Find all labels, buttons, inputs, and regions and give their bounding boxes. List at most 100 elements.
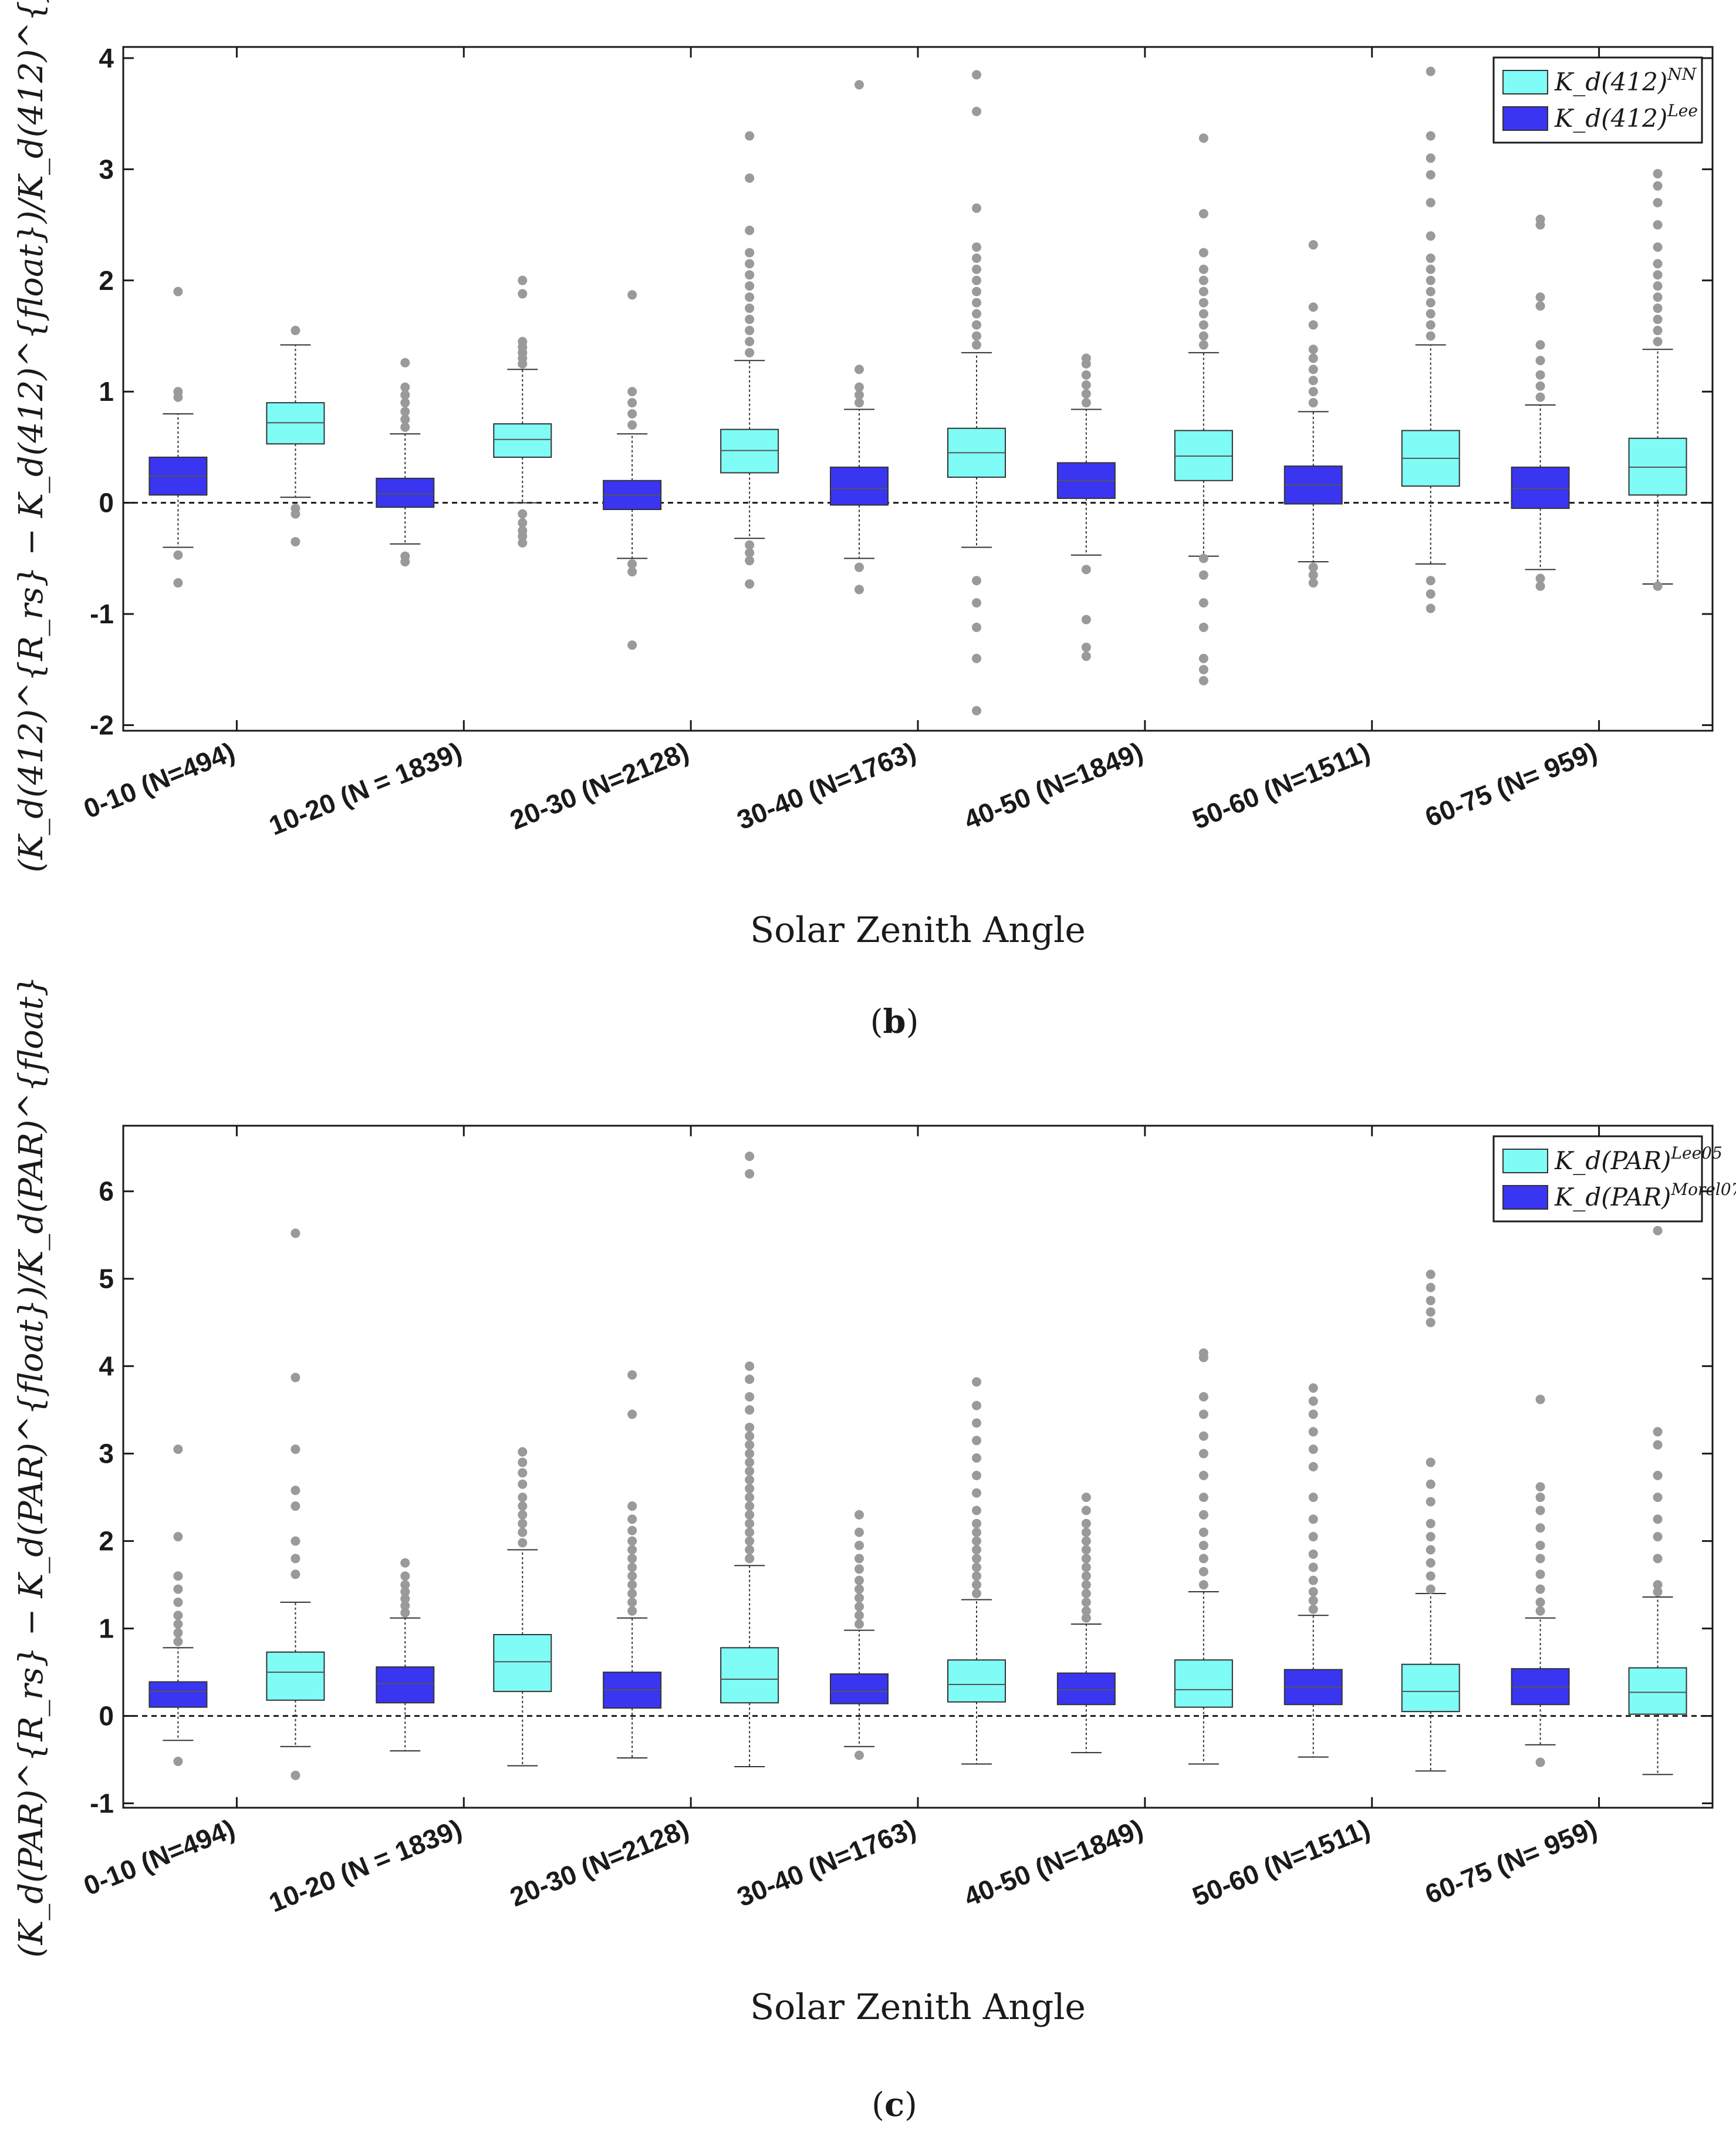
box-lee05 [266, 1228, 325, 1780]
outlier-point [291, 1770, 300, 1780]
x-category-label: 30-40 (N=1763) [732, 1813, 920, 1912]
outlier-point [627, 409, 637, 419]
outlier-point [1535, 1541, 1545, 1551]
legend-swatch [1502, 1185, 1548, 1210]
outlier-point [1426, 309, 1436, 319]
outlier-point [400, 1608, 410, 1618]
outlier-point [173, 1584, 183, 1594]
outlier-point [1081, 651, 1091, 661]
outlier-point [400, 1587, 410, 1597]
outlier-point [745, 1527, 755, 1537]
outlier-point [1535, 381, 1545, 391]
legend-swatch [1502, 106, 1548, 131]
outlier-point [1426, 170, 1436, 180]
y-axis-label: (K_d(PAR)^{R_rs} − K_d(PAR)^{float})/K_d… [12, 976, 50, 1958]
outlier-point [1308, 398, 1318, 408]
outlier-point [1535, 581, 1545, 591]
outlier-point [627, 640, 637, 650]
outlier-point [745, 1554, 755, 1564]
outlier-point [1653, 198, 1663, 208]
outlier-point [1653, 581, 1663, 591]
outlier-point [1308, 1396, 1318, 1406]
outlier-point [1653, 242, 1663, 252]
outlier-point [518, 289, 528, 299]
outlier-point [400, 1558, 410, 1568]
outlier-point [627, 1554, 637, 1564]
outlier-point [173, 578, 183, 588]
outlier-point [400, 557, 410, 567]
outlier-point [1426, 1307, 1436, 1317]
outlier-point [400, 1580, 410, 1590]
outlier-point [291, 1228, 300, 1238]
outlier-point [1653, 220, 1663, 230]
outlier-point [972, 1418, 981, 1428]
outlier-point [745, 1493, 755, 1503]
outlier-point [1535, 1584, 1545, 1594]
outlier-point [1198, 622, 1208, 632]
outlier-point [972, 1571, 981, 1581]
outlier-point [1308, 364, 1318, 374]
outlier-point [1081, 1571, 1091, 1581]
outlier-point [1081, 1580, 1091, 1590]
outlier-point [745, 259, 755, 269]
outlier-point [1081, 370, 1091, 380]
outlier-point [627, 1525, 637, 1535]
legend-label: K_d(PAR)Morel07 [1554, 1180, 1736, 1211]
iqr-box [493, 423, 552, 458]
outlier-point [745, 1457, 755, 1467]
outlier-point [518, 1493, 528, 1503]
outlier-point [1653, 1587, 1663, 1597]
outlier-point [400, 382, 410, 392]
box-lee05 [947, 1377, 1006, 1765]
outlier-point [291, 1373, 300, 1383]
iqr-box [1056, 1672, 1116, 1706]
x-category-label: 10-20 (N = 1839) [265, 1813, 466, 1918]
outlier-point [1081, 1527, 1091, 1537]
outlier-point [1426, 320, 1436, 330]
outlier-point [1426, 275, 1436, 285]
legend-swatch [1502, 70, 1548, 94]
outlier-point [745, 315, 755, 325]
outlier-point [1198, 1470, 1208, 1480]
y-tick-label: 1 [99, 376, 114, 407]
box-lee05 [720, 1152, 779, 1767]
outlier-point [173, 1757, 183, 1767]
x-category-label: 10-20 (N = 1839) [265, 736, 466, 841]
outlier-point [627, 1597, 637, 1607]
y-tick-label: 2 [99, 1526, 114, 1557]
outlier-point [1653, 1554, 1663, 1564]
iqr-box [830, 1673, 889, 1704]
outlier-point [627, 1409, 637, 1419]
outlier-point [972, 309, 981, 319]
outlier-point [1426, 1545, 1436, 1555]
outlier-point [1198, 1541, 1208, 1551]
outlier-point [1308, 320, 1318, 330]
outlier-point [972, 576, 981, 586]
outlier-point [1535, 1395, 1545, 1405]
outlier-point [972, 1562, 981, 1572]
outlier-point [1426, 1282, 1436, 1292]
outlier-point [518, 1527, 528, 1537]
outlier-point [627, 1580, 637, 1590]
iqr-box [1401, 1663, 1460, 1713]
outlier-point [1081, 642, 1091, 652]
outlier-point [1308, 1409, 1318, 1419]
outlier-point [1198, 676, 1208, 686]
outlier-point [173, 387, 183, 397]
outlier-point [1308, 387, 1318, 397]
outlier-point [1535, 1597, 1545, 1607]
outlier-point [1081, 1554, 1091, 1564]
outlier-point [518, 509, 528, 519]
outlier-point [972, 1470, 981, 1480]
outlier-point [518, 1501, 528, 1511]
outlier-point [972, 1580, 981, 1590]
outlier-point [1535, 573, 1545, 583]
box-lee05 [1628, 1226, 1687, 1775]
panel-c: -1 0 1 2 3 4 5 6 0-10 (N=494) 10-20 (N = 1839) 20-… [12, 976, 1736, 2124]
outlier-point [1426, 1518, 1436, 1528]
x-category-label: 40-50 (N=1849) [960, 1813, 1147, 1912]
x-category-label: 20-30 (N=2128) [505, 736, 693, 835]
outlier-point [972, 275, 981, 285]
box-morel07 [1056, 1493, 1116, 1754]
box-lee [830, 80, 889, 595]
